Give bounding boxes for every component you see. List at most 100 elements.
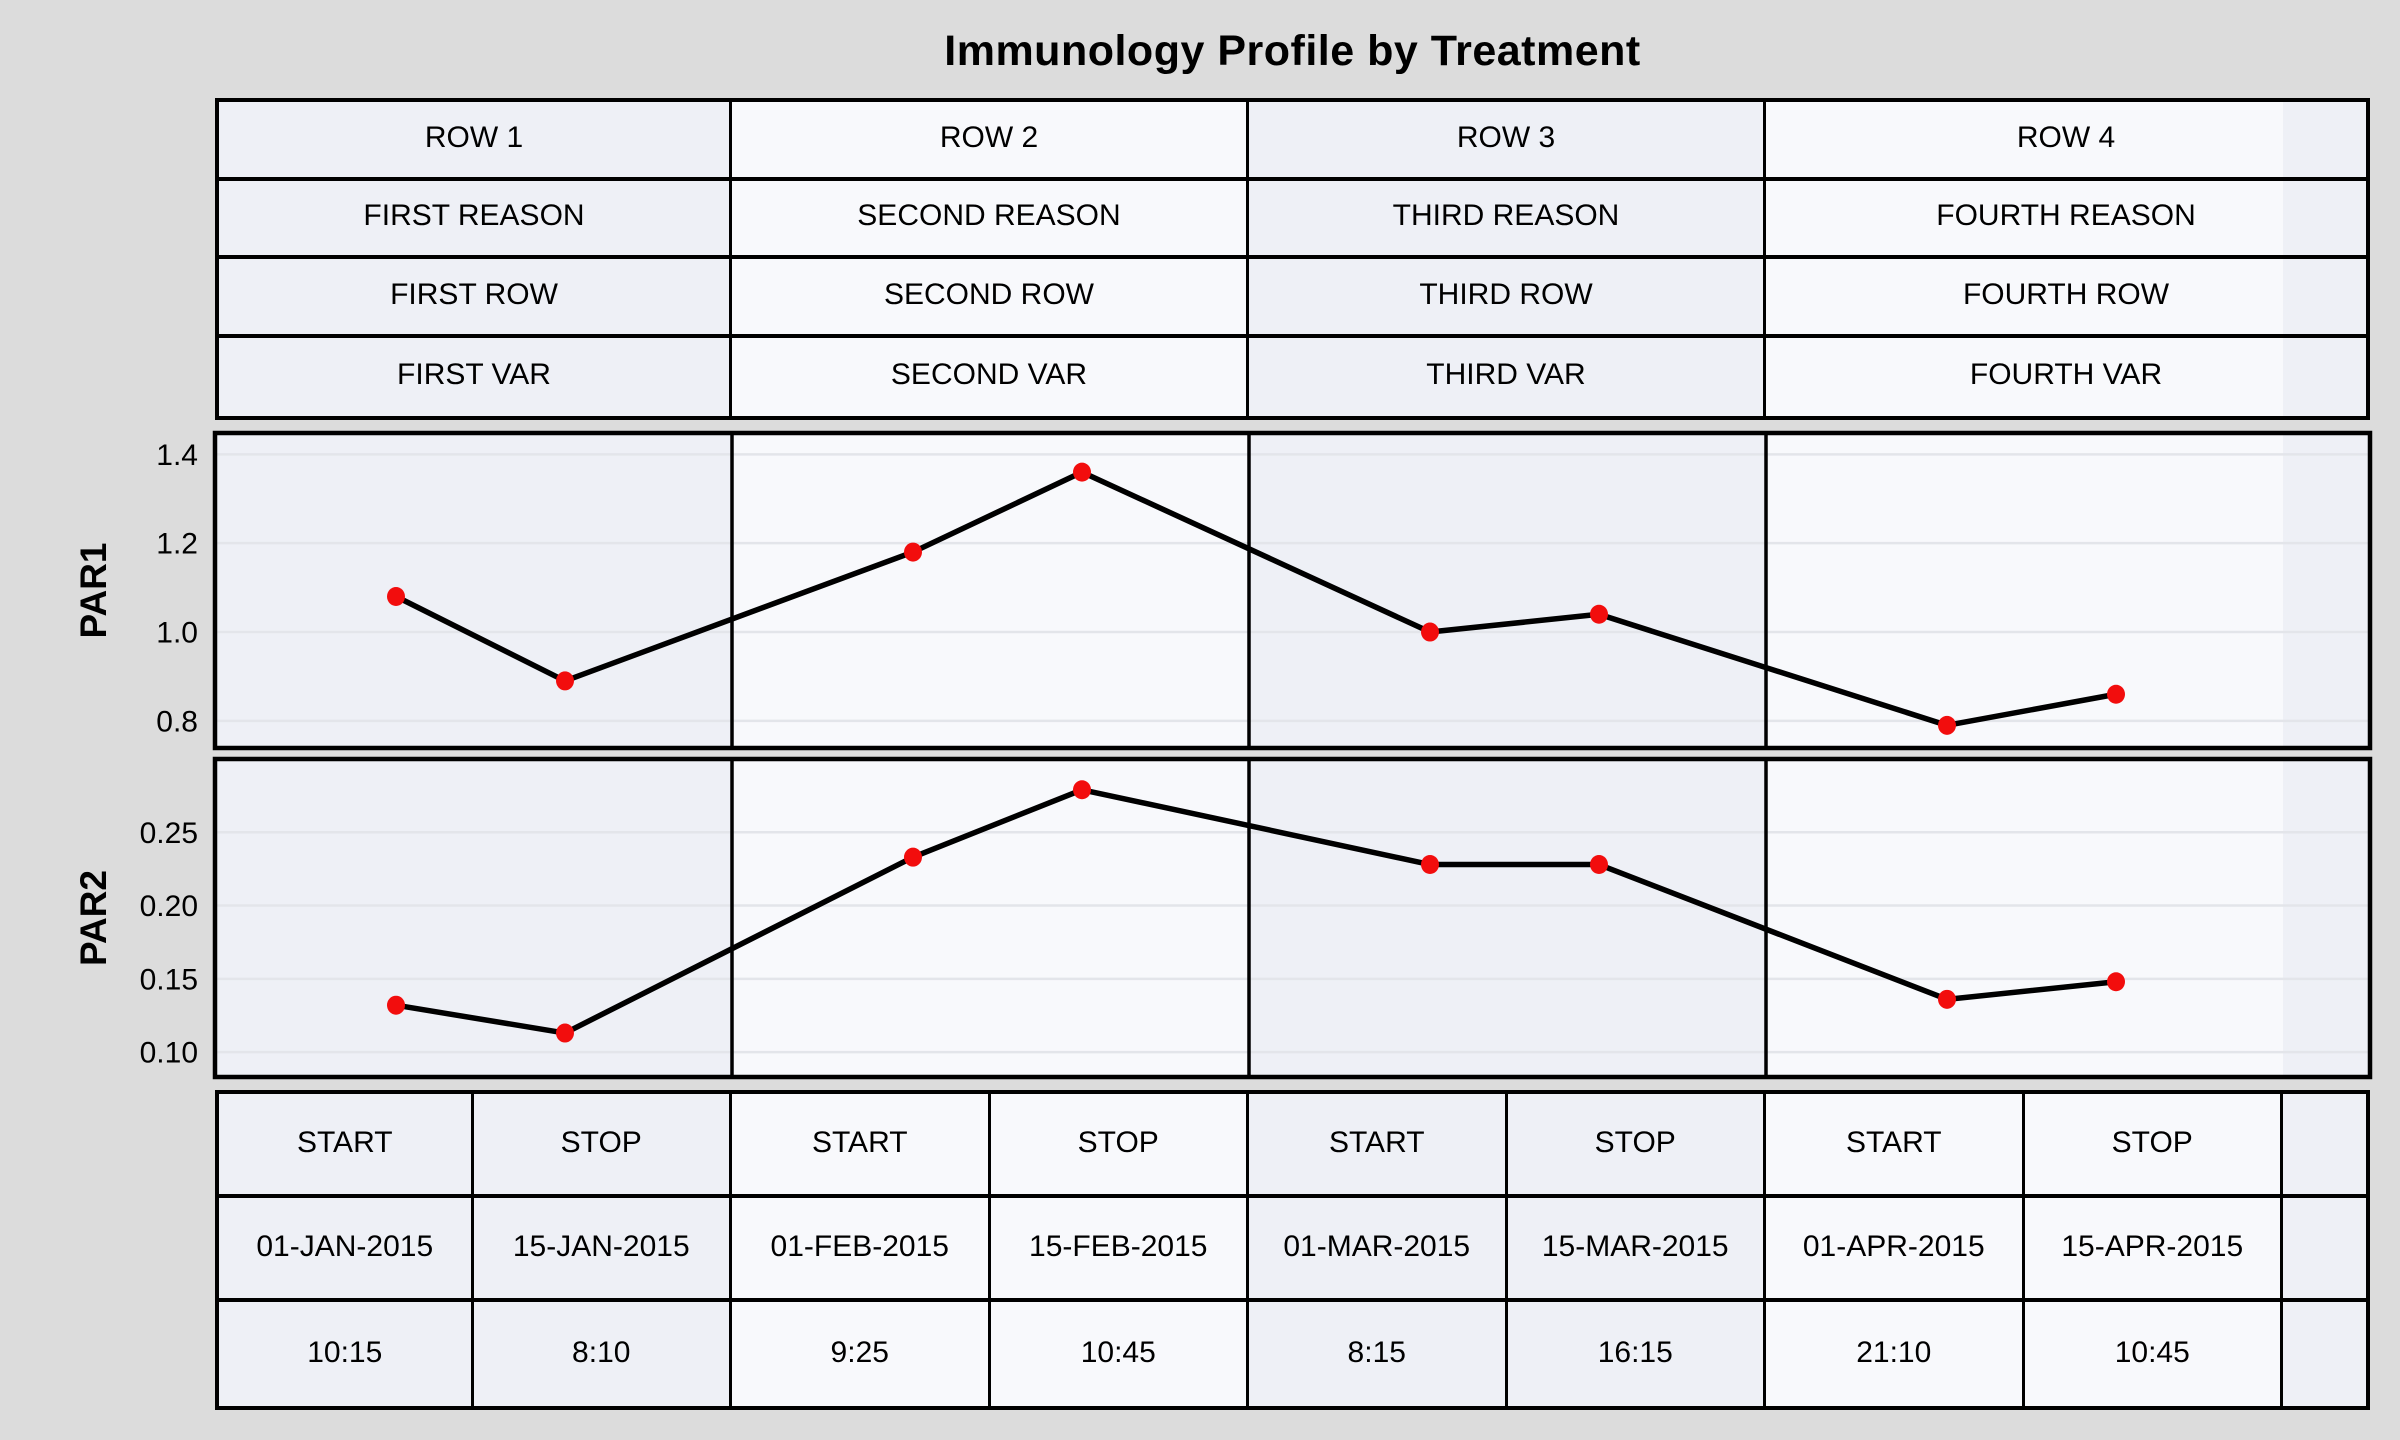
band-trailing bbox=[2283, 1094, 2366, 1406]
visit-cell-time: 10:45 bbox=[991, 1302, 1249, 1406]
visit-cell-time: 8:10 bbox=[474, 1302, 732, 1406]
visit-cell-date: 01-APR-2015 bbox=[1766, 1198, 2025, 1302]
visit-cell-time: 16:15 bbox=[1508, 1302, 1766, 1406]
visit-cell-time: 10:45 bbox=[2025, 1302, 2283, 1406]
data-point-marker bbox=[1590, 604, 1608, 624]
data-point-marker bbox=[556, 1023, 574, 1043]
visit-cell-start-stop-header: STOP bbox=[1507, 1094, 1766, 1198]
visit-cell-start-stop-header: STOP bbox=[473, 1094, 732, 1198]
y-tick-label: 0.10 bbox=[140, 1037, 198, 1070]
y-axis-label-PAR1: PAR1 bbox=[73, 543, 114, 639]
panel-band-trailing bbox=[2283, 433, 2370, 748]
header-cell-rowname-1: FIRST ROW bbox=[219, 259, 732, 338]
y-tick-label: 1.2 bbox=[156, 528, 198, 561]
data-point-marker bbox=[387, 586, 405, 606]
header-cell-var-4: FOURTH VAR bbox=[1969, 358, 2163, 392]
panel-band bbox=[1766, 759, 2370, 1077]
data-point-marker bbox=[1938, 715, 1956, 735]
data-point-marker bbox=[904, 847, 922, 867]
series-line-PAR1 bbox=[393, 469, 2119, 729]
series-line-PAR2 bbox=[393, 787, 2119, 1036]
data-point-marker bbox=[387, 995, 405, 1015]
header-cell-reason-4: FOURTH REASON bbox=[1766, 181, 2366, 259]
data-point-marker bbox=[556, 671, 574, 691]
data-point-marker bbox=[1421, 622, 1439, 642]
panel-border bbox=[212, 430, 2373, 751]
chart-panel-PAR1: 1.4 1.2 1.0 0.8 PAR1 bbox=[73, 430, 2373, 751]
visit-cell-date: 15-MAR-2015 bbox=[1507, 1198, 1766, 1302]
visit-cell-date: 01-JAN-2015 bbox=[219, 1198, 474, 1302]
band-panel-3 bbox=[1249, 1094, 1766, 1406]
band-trailing bbox=[2283, 102, 2366, 416]
visit-cell-start-stop-header: START bbox=[219, 1094, 474, 1198]
visit-cell-time: 9:25 bbox=[732, 1302, 991, 1406]
panel-band bbox=[732, 433, 1249, 748]
visit-cell-start-stop-header: STOP bbox=[2024, 1094, 2283, 1198]
data-point-marker bbox=[1421, 855, 1439, 875]
data-point-marker bbox=[2107, 972, 2125, 992]
header-cell-reason-1: FIRST REASON bbox=[219, 180, 732, 259]
y-axis-label-PAR2: PAR2 bbox=[73, 870, 114, 966]
header-cell-var-2: SECOND VAR bbox=[732, 337, 1249, 416]
visit-cell-start-stop-header: STOP bbox=[990, 1094, 1249, 1198]
data-point-marker bbox=[1938, 989, 1956, 1009]
band-panel-2 bbox=[732, 1094, 1249, 1406]
header-cell-row-label-4: ROW 4 bbox=[1766, 102, 2366, 181]
visit-cell-date: 15-APR-2015 bbox=[2024, 1198, 2283, 1302]
header-cell-rowname-4: FOURTH ROW bbox=[1766, 259, 2366, 338]
visit-cell-time: 10:15 bbox=[219, 1302, 474, 1406]
y-tick-label: 0.20 bbox=[140, 890, 198, 923]
panel-band bbox=[1249, 433, 1766, 748]
treatment-header-table: ROW 1 ROW 2 ROW 3 ROW 4 FIRST REASON SEC… bbox=[215, 98, 2370, 420]
panel-band bbox=[215, 433, 732, 748]
visit-table-bands bbox=[219, 1094, 2366, 1406]
panel-band bbox=[215, 759, 732, 1077]
visit-cell-start-stop-header: START bbox=[1766, 1094, 2025, 1198]
band-panel-2 bbox=[732, 102, 1249, 416]
chart-title: Immunology Profile by Treatment bbox=[944, 27, 1641, 75]
panel-band bbox=[1249, 759, 1766, 1077]
header-cell-row-label-2: ROW 2 bbox=[732, 102, 1249, 181]
data-point-marker bbox=[1590, 855, 1608, 875]
header-table-bands bbox=[219, 102, 2366, 416]
band-panel-1 bbox=[219, 102, 732, 416]
data-point-marker bbox=[904, 542, 922, 562]
header-cell-rowname-3: THIRD ROW bbox=[1249, 259, 1766, 338]
data-point-marker bbox=[2107, 684, 2125, 704]
band-panel-4 bbox=[1766, 102, 2283, 416]
header-cell-row-label-3: ROW 3 bbox=[1249, 102, 1766, 181]
data-point-marker bbox=[1073, 780, 1091, 800]
y-tick-label: 1.4 bbox=[156, 439, 198, 472]
visit-cell-empty bbox=[2283, 1198, 2366, 1302]
y-tick-label: 0.15 bbox=[140, 963, 198, 996]
visit-datetime-table: START STOP START STOP START STOP START S… bbox=[215, 1090, 2370, 1410]
visit-cell-date: 15-JAN-2015 bbox=[473, 1198, 732, 1302]
header-cell-var-3: THIRD VAR bbox=[1249, 337, 1766, 416]
data-point-marker bbox=[1073, 462, 1091, 482]
header-cell-reason-3: THIRD REASON bbox=[1249, 180, 1766, 259]
chart-panel-PAR2: 0.25 0.20 0.15 0.10 PAR2 bbox=[73, 756, 2373, 1080]
y-tick-label: 0.25 bbox=[140, 817, 198, 850]
header-cell-rowname-2: SECOND ROW bbox=[732, 259, 1249, 338]
y-tick-label: 1.0 bbox=[156, 617, 198, 650]
visit-cell-date: 15-FEB-2015 bbox=[990, 1198, 1249, 1302]
visit-cell-time: 21:10 bbox=[1766, 1302, 2025, 1406]
visit-cell-time: 8:15 bbox=[1249, 1302, 1508, 1406]
band-panel-4 bbox=[1766, 1094, 2283, 1406]
panel-band-trailing bbox=[2283, 759, 2370, 1077]
band-panel-3 bbox=[1249, 102, 1766, 416]
y-tick-label: 0.8 bbox=[156, 705, 198, 738]
visit-cell-date: 01-MAR-2015 bbox=[1249, 1198, 1508, 1302]
header-cell-row-label-1: ROW 1 bbox=[219, 102, 732, 181]
panel-border bbox=[212, 756, 2373, 1080]
header-cell-var-1: FIRST VAR bbox=[219, 337, 732, 416]
visit-cell-empty bbox=[2283, 1094, 2366, 1198]
panel-band bbox=[1766, 433, 2370, 748]
panel-band bbox=[732, 759, 1249, 1077]
visit-cell-date: 01-FEB-2015 bbox=[732, 1198, 991, 1302]
visit-cell-start-stop-header: START bbox=[732, 1094, 991, 1198]
band-panel-1 bbox=[219, 1094, 732, 1406]
visit-cell-start-stop-header: START bbox=[1249, 1094, 1508, 1198]
